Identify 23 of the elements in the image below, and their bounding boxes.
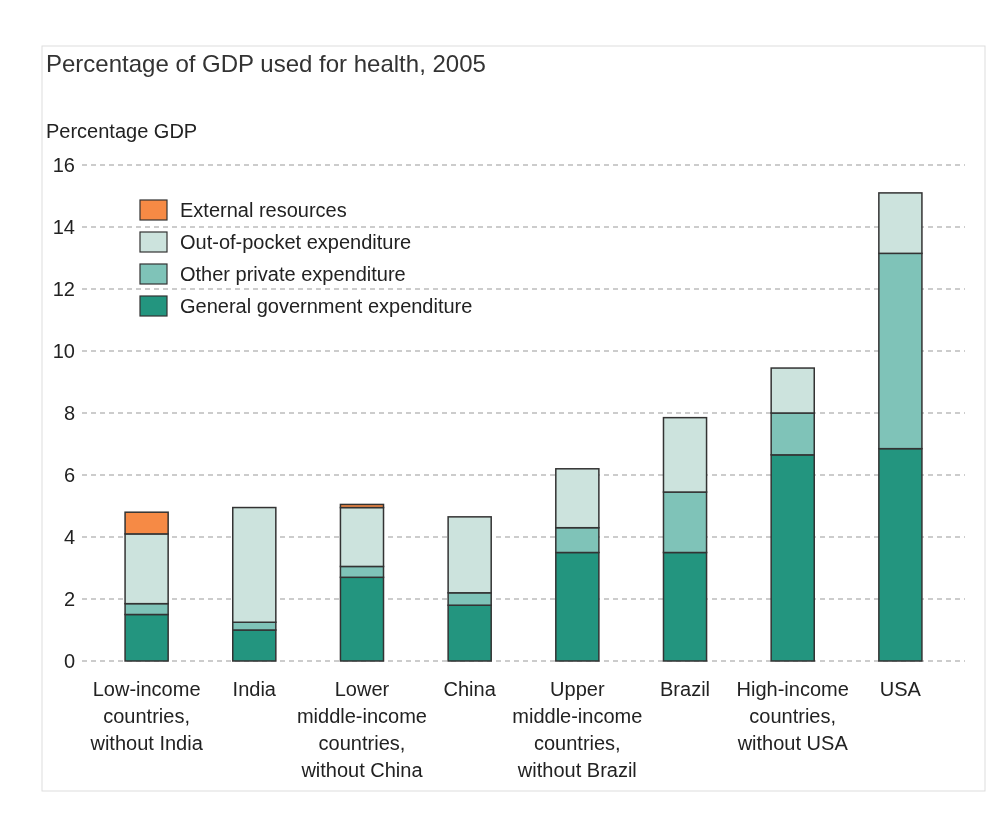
y-axis-title: Percentage GDP [46,120,198,142]
x-tick-label: High-income countries, without USA [736,678,849,754]
x-tick-label: China [443,678,497,700]
y-tick-label: 12 [52,278,75,300]
x-tick-label: India [232,678,277,700]
legend-label: External resources [180,199,347,221]
legend-label: General government expenditure [180,295,473,317]
legend-label: Other private expenditure [180,263,406,285]
x-tick-label: Upper middle-income countries, without Brazil [512,678,643,781]
x-tick-label: Brazil [660,678,711,700]
y-tick-label: 2 [63,588,75,610]
x-tick-label: USA [879,678,922,700]
y-tick-label: 6 [63,464,75,486]
y-tick-label: 10 [52,340,75,362]
x-tick-label: Low-income countries, without India [89,678,204,754]
legend-label: Out-of-pocket expenditure [180,231,412,253]
y-tick-label: 8 [63,402,75,424]
y-tick-label: 4 [63,526,75,548]
x-tick-label: Lower middle-income countries, without China [296,678,428,781]
y-tick-label: 16 [52,154,75,176]
y-tick-label: 14 [52,216,75,238]
y-tick-label: 0 [63,650,75,672]
chart-title: Percentage of GDP used for health, 2005 [46,50,486,77]
